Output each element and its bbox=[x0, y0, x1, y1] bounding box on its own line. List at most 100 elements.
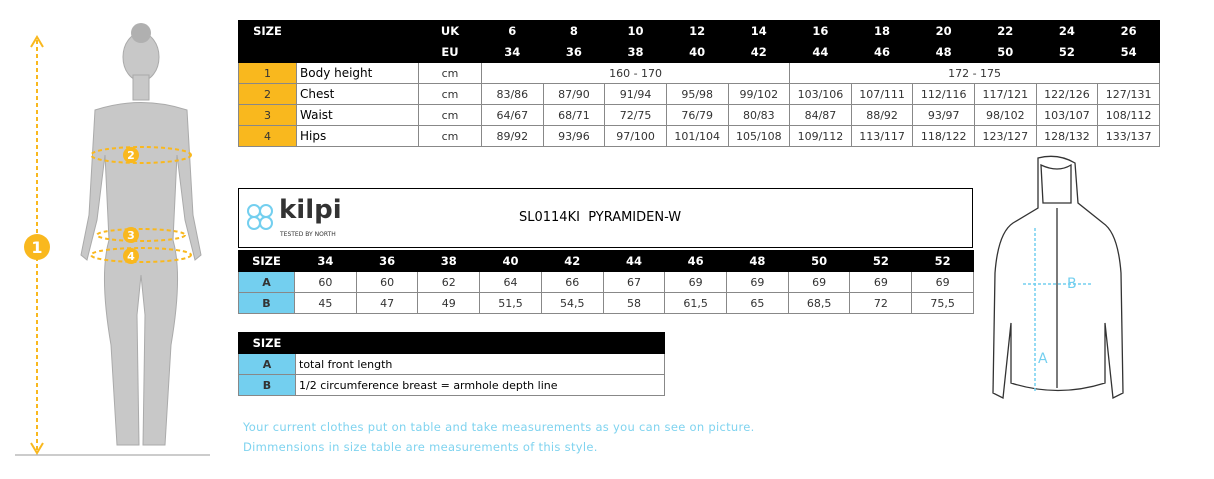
measure-value: 118/122 bbox=[912, 125, 975, 147]
uk-size: 14 bbox=[727, 20, 791, 42]
eu-size: 48 bbox=[912, 41, 975, 63]
cell bbox=[295, 332, 665, 354]
size: 48 bbox=[726, 250, 789, 272]
row-chest: 2 Chest cm 83/86 87/90 91/94 95/98 99/102 103/10… bbox=[238, 83, 1160, 105]
measure-value: 127/131 bbox=[1097, 83, 1160, 105]
measure-value: 87/90 bbox=[542, 83, 606, 105]
measure-value: 64/67 bbox=[481, 104, 544, 126]
measure-value: 60 bbox=[294, 271, 357, 293]
cell bbox=[296, 20, 419, 42]
row-label: Body height bbox=[296, 62, 419, 84]
measure-value: 91/94 bbox=[604, 83, 667, 105]
measure-value: 47 bbox=[355, 292, 419, 314]
header-eu: EU 34 36 38 40 42 44 46 48 50 52 54 bbox=[238, 41, 1160, 63]
size: 38 bbox=[417, 250, 481, 272]
size: 52 bbox=[849, 250, 913, 272]
measure-value: 45 bbox=[294, 292, 357, 314]
measure-value: 80/83 bbox=[727, 104, 791, 126]
marker-3: 3 bbox=[127, 229, 135, 242]
legend-row: B 1/2 circumference breast = armhole dept… bbox=[238, 374, 665, 396]
measure-value: 69 bbox=[664, 271, 728, 293]
cell bbox=[238, 41, 297, 63]
jacket-marker-b: B bbox=[1067, 276, 1077, 292]
uk-label: UK bbox=[418, 20, 482, 42]
legend-text: total front length bbox=[295, 353, 665, 375]
size: 50 bbox=[787, 250, 851, 272]
size: 34 bbox=[294, 250, 357, 272]
measure-value: 122/126 bbox=[1035, 83, 1099, 105]
measure-value: 76/79 bbox=[665, 104, 729, 126]
measure-value: 75,5 bbox=[911, 292, 974, 314]
eu-size: 38 bbox=[604, 41, 667, 63]
eu-size: 42 bbox=[727, 41, 791, 63]
unit: cm bbox=[418, 125, 482, 147]
measure-value: 101/104 bbox=[665, 125, 729, 147]
measure-value: 69 bbox=[911, 271, 974, 293]
row-a: A 60 60 62 64 66 67 69 69 69 69 69 bbox=[238, 271, 974, 293]
size-table: SIZE UK 6 8 10 12 14 16 18 20 22 24 26 EU 34 36 38 40 42 44… bbox=[238, 20, 1160, 147]
measure-value: 54,5 bbox=[540, 292, 604, 314]
unit: cm bbox=[418, 83, 482, 105]
measure-value: 99/102 bbox=[727, 83, 791, 105]
brand-logo: kilpi bbox=[279, 195, 342, 225]
marker-4: 4 bbox=[127, 250, 135, 263]
measure-value: 103/107 bbox=[1035, 104, 1099, 126]
measure-value: 108/112 bbox=[1097, 104, 1160, 126]
row-label: Waist bbox=[296, 104, 419, 126]
measure-value: 84/87 bbox=[789, 104, 852, 126]
measure-value: 123/127 bbox=[974, 125, 1037, 147]
eu-size: 44 bbox=[789, 41, 852, 63]
measure-value: 133/137 bbox=[1097, 125, 1160, 147]
kilpi-logo-icon bbox=[247, 204, 273, 230]
size-header: SIZE bbox=[238, 332, 296, 354]
legend-text: 1/2 circumference breast = armhole depth… bbox=[295, 374, 665, 396]
product-header: kilpi Tested by North SL0114KI PYRAMIDEN… bbox=[238, 188, 973, 248]
measure-value: 66 bbox=[540, 271, 604, 293]
measure-value: 60 bbox=[355, 271, 419, 293]
note-1: Your current clothes put on table and ta… bbox=[243, 420, 755, 434]
body-measurement-figure: 1 2 3 4 bbox=[15, 23, 210, 456]
row-label: Hips bbox=[296, 125, 419, 147]
size: 36 bbox=[355, 250, 419, 272]
uk-size: 26 bbox=[1097, 20, 1160, 42]
eu-size: 34 bbox=[481, 41, 544, 63]
measure-value: 88/92 bbox=[850, 104, 914, 126]
cell bbox=[296, 41, 419, 63]
measure-value: 67 bbox=[602, 271, 666, 293]
measure-value: 107/111 bbox=[850, 83, 914, 105]
eu-size: 40 bbox=[665, 41, 729, 63]
marker-1: 1 bbox=[31, 238, 42, 257]
measure-value: 128/132 bbox=[1035, 125, 1099, 147]
uk-size: 24 bbox=[1035, 20, 1099, 42]
row-body-height: 1 Body height cm 160 - 170 172 - 175 bbox=[238, 62, 1160, 84]
size: 44 bbox=[602, 250, 666, 272]
measure-value: 103/106 bbox=[789, 83, 852, 105]
measure-value: 105/108 bbox=[727, 125, 791, 147]
measure-value: 69 bbox=[726, 271, 789, 293]
eu-label: EU bbox=[418, 41, 482, 63]
measure-value: 69 bbox=[849, 271, 913, 293]
measure-value: 97/100 bbox=[604, 125, 667, 147]
size-header: SIZE bbox=[238, 20, 297, 42]
measure-value: 69 bbox=[787, 271, 851, 293]
legend-key: A bbox=[238, 353, 296, 375]
eu-size: 52 bbox=[1035, 41, 1099, 63]
row-number: 3 bbox=[238, 104, 297, 126]
legend-key: B bbox=[238, 374, 296, 396]
eu-size: 50 bbox=[974, 41, 1037, 63]
size-header-row: SIZE bbox=[238, 332, 665, 354]
eu-size: 54 bbox=[1097, 41, 1160, 63]
brand-tagline: Tested by North bbox=[280, 231, 336, 238]
uk-size: 8 bbox=[542, 20, 606, 42]
size-header: SIZE bbox=[238, 250, 295, 272]
row-hips: 4 Hips cm 89/92 93/96 97/100 101/104 105/108 109… bbox=[238, 125, 1160, 147]
product-title: SL0114KI PYRAMIDEN-W bbox=[519, 210, 682, 225]
row-b: B 45 47 49 51,5 54,5 58 61,5 65 68,5 72 75,5 bbox=[238, 292, 974, 314]
measure-value: 61,5 bbox=[664, 292, 728, 314]
jacket-figure: A B bbox=[992, 155, 1124, 400]
note-2: Dimmensions in size table are measuremen… bbox=[243, 440, 598, 454]
measure-value: 51,5 bbox=[479, 292, 542, 314]
measure-value: 72 bbox=[849, 292, 913, 314]
size: 42 bbox=[540, 250, 604, 272]
row-number: 1 bbox=[238, 62, 297, 84]
